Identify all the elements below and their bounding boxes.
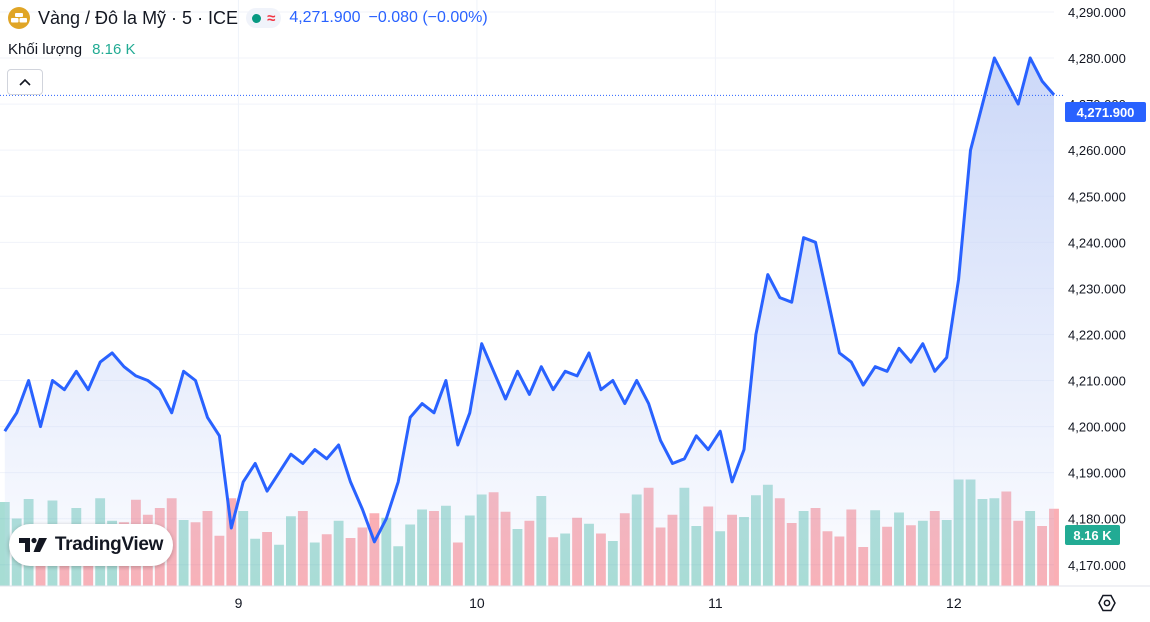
x-axis: 9 10 11 12: [235, 595, 962, 611]
price-change: −0.080 (−0.00%): [368, 9, 488, 26]
y-tick-label: 4,240.000: [1068, 235, 1126, 250]
x-tick-label: 9: [235, 595, 243, 611]
volume-label: Khối lượng: [8, 41, 83, 58]
last-price: 4,271.900: [289, 9, 361, 26]
y-tick-label: 4,250.000: [1068, 189, 1126, 204]
price-area: [4, 58, 1054, 586]
volume-value: 8.16 K: [92, 41, 136, 58]
y-tick-label: 4,190.000: [1068, 466, 1126, 481]
price-line: [3, 56, 1056, 544]
y-tick-label: 4,230.000: [1068, 281, 1126, 296]
y-tick-label: 4,180.000: [1068, 512, 1126, 527]
chart-settings-button[interactable]: [1096, 592, 1118, 614]
symbol-title[interactable]: Vàng / Đô la Mỹ · 5 · ICE: [38, 7, 239, 28]
x-tick-label: 11: [708, 595, 723, 611]
y-tick-label: 4,220.000: [1068, 327, 1126, 342]
volume-legend[interactable]: Khối lượng 8.16 K: [8, 41, 135, 58]
chart-header: Vàng / Đô la Mỹ · 5 · ICE ≈ 4,271.900 −0…: [8, 7, 488, 29]
x-tick-label: 12: [946, 595, 962, 611]
y-axis: 4,170.000 4,180.000 4,190.000 4,200.000 4,21…: [1068, 5, 1126, 573]
y-tick-label: 4,280.000: [1068, 51, 1126, 66]
tradingview-badge[interactable]: TradingView: [9, 524, 173, 566]
gear-hexagon-icon: [1098, 594, 1116, 612]
gold-bars-icon[interactable]: [8, 7, 30, 29]
tradingview-wordmark: TradingView: [54, 534, 164, 555]
delayed-data-icon: ≈: [267, 9, 276, 27]
y-tick-label: 4,290.000: [1068, 5, 1126, 20]
y-tick-label: 4,170.000: [1068, 558, 1126, 573]
market-open-icon: [252, 13, 262, 23]
market-status[interactable]: ≈: [246, 8, 282, 28]
x-tick-label: 10: [469, 595, 485, 611]
y-tick-label: 4,200.000: [1068, 420, 1126, 435]
volume-tag: 8.16 K: [1065, 525, 1120, 545]
tradingview-logo-icon: [18, 537, 47, 552]
last-price-tag: 4,271.900: [1065, 102, 1146, 122]
collapse-legend-button[interactable]: [7, 69, 43, 95]
grid: [0, 0, 1054, 586]
y-tick-label: 4,260.000: [1068, 143, 1126, 158]
chevron-up-icon: [19, 78, 31, 86]
y-tick-label: 4,210.000: [1068, 374, 1126, 389]
